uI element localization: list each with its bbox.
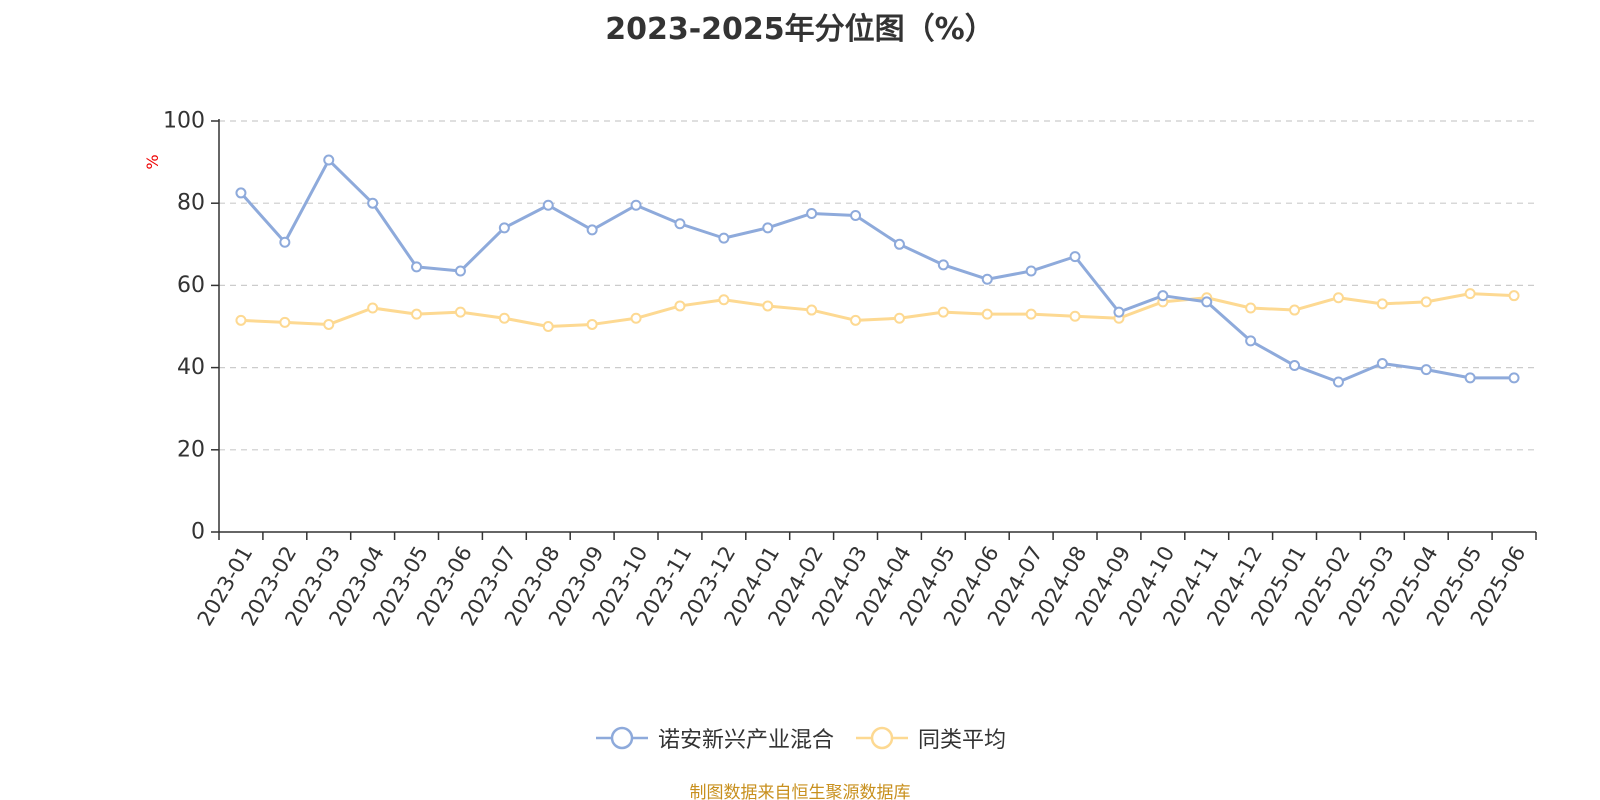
y-tick-label-60: 60: [177, 273, 205, 298]
data-point-s1-2023-08: [542, 199, 554, 211]
data-point-s1-2023-01: [235, 187, 247, 199]
data-point-s1-2024-11: [1201, 296, 1213, 308]
data-point-s2-2023-04: [367, 302, 379, 314]
data-point-s2-2023-03: [323, 318, 335, 330]
data-point-s2-2025-05: [1464, 288, 1476, 300]
data-point-s1-2024-02: [806, 207, 818, 219]
chart-legend: 诺安新兴产业混合 同类平均: [0, 722, 1600, 754]
data-point-s1-2024-09: [1113, 306, 1125, 318]
data-point-s2-2025-02: [1332, 292, 1344, 304]
data-point-s2-2024-03: [850, 314, 862, 326]
data-point-s2-2023-10: [630, 312, 642, 324]
data-point-s1-2023-06: [454, 265, 466, 277]
data-point-s1-2023-02: [279, 236, 291, 248]
legend-item-series-1[interactable]: 诺安新兴产业混合: [594, 722, 834, 754]
data-point-s1-2023-11: [674, 218, 686, 230]
data-point-s2-2025-01: [1289, 304, 1301, 316]
data-point-s2-2023-01: [235, 314, 247, 326]
series-2: [235, 288, 1520, 332]
data-point-s2-2025-06: [1508, 290, 1520, 302]
data-point-s2-2023-02: [279, 316, 291, 328]
data-point-s1-2024-06: [981, 273, 993, 285]
data-point-s2-2024-05: [937, 306, 949, 318]
legend-label-series-1: 诺安新兴产业混合: [657, 728, 834, 753]
chart-title: 2023-2025年分位图（%）: [605, 12, 995, 47]
y-tick-label-20: 20: [177, 437, 205, 462]
data-point-s2-2024-01: [762, 300, 774, 312]
data-point-s2-2023-11: [674, 300, 686, 312]
y-axis-label: %: [143, 154, 162, 169]
data-point-s2-2024-04: [893, 312, 905, 324]
legend-item-series-2[interactable]: 同类平均: [854, 722, 1006, 754]
data-source-note: 制图数据来自恒生聚源数据库: [689, 783, 911, 800]
data-point-s1-2023-10: [630, 199, 642, 211]
data-point-s2-2025-03: [1376, 298, 1388, 310]
series-line-1: [239, 158, 1515, 384]
data-point-s2-2023-09: [586, 318, 598, 330]
data-point-s1-2024-05: [937, 259, 949, 271]
data-point-s1-2025-01: [1289, 360, 1301, 372]
data-point-s2-2024-07: [1025, 308, 1037, 320]
data-point-s2-2023-07: [498, 312, 510, 324]
data-point-s1-2025-02: [1332, 376, 1344, 388]
data-point-s1-2024-04: [893, 238, 905, 250]
data-point-s1-2024-03: [850, 210, 862, 222]
data-point-s2-2023-06: [454, 306, 466, 318]
data-point-s1-2024-12: [1245, 335, 1257, 347]
data-point-s2-2024-08: [1069, 310, 1081, 322]
data-point-s1-2023-05: [411, 261, 423, 273]
data-point-s2-2023-08: [542, 321, 554, 332]
data-point-s1-2025-04: [1420, 364, 1432, 376]
data-point-s1-2024-01: [762, 222, 774, 234]
data-point-s1-2025-06: [1508, 372, 1520, 384]
data-point-s2-2023-12: [718, 294, 730, 306]
data-point-s2-2025-04: [1420, 296, 1432, 308]
y-tick-label-40: 40: [177, 355, 205, 380]
legend-label-series-2: 同类平均: [918, 728, 1007, 753]
data-point-s1-2023-07: [498, 222, 510, 234]
y-tick-label-0: 0: [191, 520, 205, 545]
data-point-s2-2023-05: [411, 308, 423, 320]
data-point-s1-2023-04: [367, 197, 379, 209]
y-tick-label-100: 100: [163, 109, 205, 134]
series-1: [235, 154, 1520, 388]
y-tick-label-80: 80: [177, 191, 205, 216]
data-point-s1-2024-10: [1157, 290, 1169, 302]
data-point-s1-2023-12: [718, 232, 730, 244]
legend-marker-series-1: [595, 726, 648, 750]
data-point-s1-2024-08: [1069, 251, 1081, 263]
data-point-s2-2024-06: [981, 308, 993, 320]
series-line-2: [240, 292, 1515, 328]
data-point-s1-2023-03: [323, 154, 335, 166]
data-point-s2-2024-12: [1245, 302, 1257, 314]
data-point-s1-2024-07: [1025, 265, 1037, 277]
legend-marker-series-2: [856, 726, 908, 750]
data-point-s1-2023-09: [586, 224, 598, 236]
data-point-s2-2024-02: [806, 304, 818, 316]
data-point-s1-2025-03: [1376, 357, 1388, 369]
data-point-s1-2025-05: [1464, 372, 1476, 384]
